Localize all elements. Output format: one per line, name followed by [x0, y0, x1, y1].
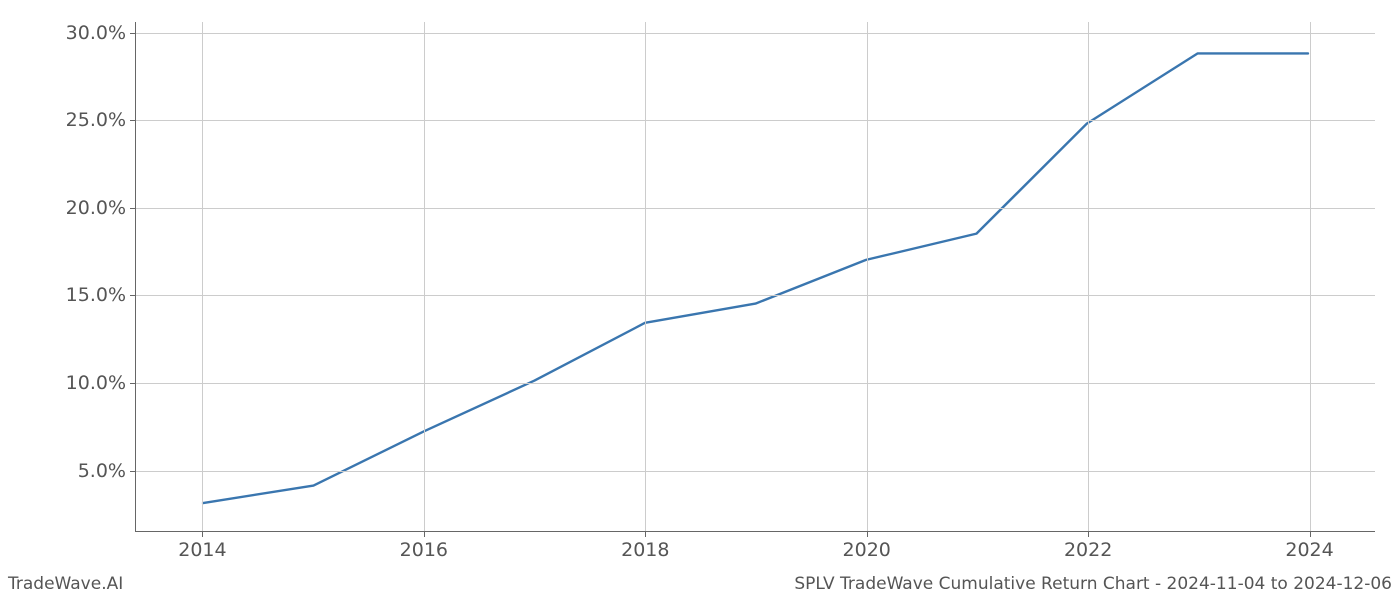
x-tick-label: 2022: [1064, 531, 1112, 561]
gridline-vertical: [645, 22, 646, 531]
gridline-vertical: [1088, 22, 1089, 531]
gridline-horizontal: [136, 120, 1375, 121]
x-tick-label: 2018: [621, 531, 669, 561]
y-tick-label: 30.0%: [66, 22, 136, 44]
gridline-vertical: [1310, 22, 1311, 531]
y-tick-label: 10.0%: [66, 372, 136, 394]
chart-caption: SPLV TradeWave Cumulative Return Chart -…: [794, 574, 1392, 594]
gridline-vertical: [867, 22, 868, 531]
y-tick-label: 20.0%: [66, 197, 136, 219]
plot-area: 5.0%10.0%15.0%20.0%25.0%30.0%20142016201…: [135, 22, 1375, 532]
y-tick-label: 5.0%: [78, 460, 136, 482]
gridline-horizontal: [136, 383, 1375, 384]
watermark-left: TradeWave.AI: [8, 574, 123, 594]
gridline-vertical: [202, 22, 203, 531]
x-tick-label: 2016: [400, 531, 448, 561]
x-tick-label: 2014: [178, 531, 226, 561]
x-tick-label: 2020: [843, 531, 891, 561]
gridline-horizontal: [136, 208, 1375, 209]
y-tick-label: 15.0%: [66, 284, 136, 306]
line-chart-svg: [136, 22, 1375, 531]
gridline-horizontal: [136, 33, 1375, 34]
gridline-horizontal: [136, 295, 1375, 296]
gridline-horizontal: [136, 471, 1375, 472]
gridline-vertical: [424, 22, 425, 531]
y-tick-label: 25.0%: [66, 109, 136, 131]
chart-container: 5.0% 10.0% 15.0% 20.0% 25.0% 30.0% 2014 2016 201…: [0, 0, 1400, 600]
x-tick-label: 2024: [1285, 531, 1333, 561]
